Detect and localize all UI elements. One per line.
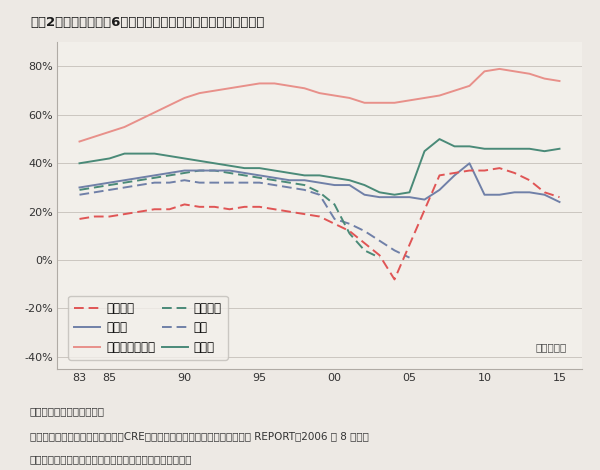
Text: （備考）　図表１と同様。: （備考） 図表１と同様。 [30,407,105,416]
Legend: ダイエー, イオン, イトーヨーカ堂, マイカル, 西友, ユニー: ダイエー, イオン, イトーヨーカ堂, マイカル, 西友, ユニー [68,296,228,360]
Text: （資料）　百嶋徹「企業不動産（CRE）戦略と企業経営」『ニッセイ基礎研 REPORT』2006 年 8 月号、: （資料） 百嶋徹「企業不動産（CRE）戦略と企業経営」『ニッセイ基礎研 REPO… [30,431,369,441]
Text: 図表2　大手スーパー6社：株主資本比率の推移（単体ベース）: 図表2 大手スーパー6社：株主資本比率の推移（単体ベース） [30,16,265,30]
Text: 有価証券報告書等からニッセイ基礎研究所作成。: 有価証券報告書等からニッセイ基礎研究所作成。 [30,454,193,464]
Text: （年度末）: （年度末） [536,342,567,352]
